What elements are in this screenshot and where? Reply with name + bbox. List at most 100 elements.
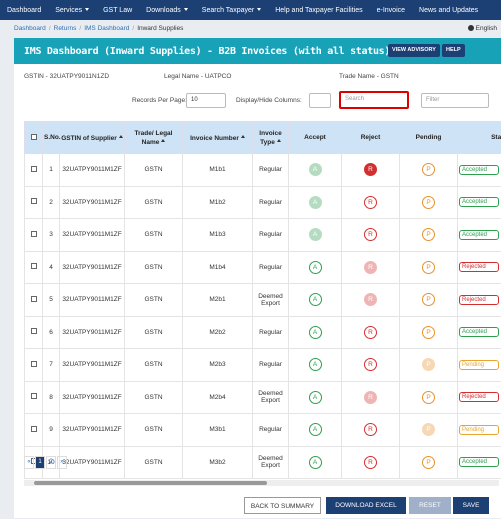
pending-icon[interactable]: P — [422, 358, 435, 372]
pending-icon[interactable]: P — [422, 228, 435, 242]
cell-pending: P — [399, 348, 458, 382]
row-select[interactable] — [24, 153, 43, 187]
pending-icon[interactable]: P — [422, 423, 435, 437]
accept-icon[interactable]: A — [308, 195, 322, 209]
cell-gstin: 32UATPY9011M1ZF — [59, 185, 125, 219]
pending-icon[interactable]: P — [422, 293, 435, 307]
reject-icon[interactable]: R — [364, 358, 377, 372]
header-bar: IMS Dashboard (Inward Supplies) - B2B In… — [14, 38, 501, 64]
row-select[interactable] — [24, 348, 43, 382]
cell-accept: A — [288, 445, 342, 479]
pending-icon[interactable]: P — [422, 455, 435, 469]
cell-accept: A — [288, 380, 342, 414]
select-all[interactable] — [24, 121, 43, 154]
action-button[interactable]: RESET — [409, 497, 451, 514]
accept-icon[interactable]: A — [308, 423, 322, 437]
cell-pending: P — [399, 250, 458, 284]
accept-icon[interactable]: A — [308, 293, 322, 307]
cell-sno: 3 — [42, 218, 60, 252]
nav-item[interactable]: Services — [48, 7, 96, 14]
crumb-item[interactable]: Inward Supplies — [129, 25, 183, 32]
columns-select[interactable] — [309, 93, 331, 108]
advisory-button[interactable]: VIEW ADVISORY — [388, 44, 440, 57]
row-select[interactable] — [24, 250, 43, 284]
cell-invoice: M2b3 — [182, 348, 253, 382]
records-select[interactable]: 10 — [186, 93, 226, 108]
cell-gstin: 32UATPY9011M1ZF — [59, 283, 125, 317]
table-row: 1 32UATPY9011M1ZF GSTN M1b1 Regular A R P Accept… — [24, 153, 501, 187]
table-row: 8 32UATPY9011M1ZF GSTN M2b4 Deemed Export A R P… — [24, 380, 501, 414]
row-select[interactable] — [24, 413, 43, 447]
cell-gstin: 32UATPY9011M1ZF — [59, 218, 125, 252]
language[interactable]: English — [468, 25, 497, 32]
cell-gstin: 32UATPY9011M1ZF — [59, 348, 125, 382]
cell-pending: P — [399, 380, 458, 414]
pending-icon[interactable]: P — [422, 390, 435, 404]
pending-icon[interactable]: P — [422, 195, 435, 209]
column-header: Trade/ Legal Name — [124, 121, 183, 154]
table-row: 9 32UATPY9011M1ZF GSTN M3b1 Regular A R P Pendin… — [24, 413, 501, 447]
page-link[interactable]: 2 — [46, 456, 56, 469]
column-label: Status — [491, 134, 501, 141]
nav-item[interactable]: Dashboard — [7, 6, 42, 14]
cell-reject: R — [341, 315, 400, 349]
crumb-item[interactable]: Dashboard — [14, 25, 46, 32]
pending-icon[interactable]: P — [422, 260, 435, 274]
help-button[interactable]: HELP — [442, 44, 465, 57]
cell-pending: P — [399, 218, 458, 252]
status-badge: Accepted — [459, 327, 499, 338]
reject-icon[interactable]: R — [364, 390, 377, 404]
legal-name: Legal Name - UATPCO — [164, 73, 232, 80]
nav-item[interactable]: Search Taxpayer — [195, 7, 268, 14]
column-label: Pending — [415, 134, 442, 141]
row-select[interactable] — [24, 218, 43, 252]
accept-icon[interactable]: A — [308, 390, 322, 404]
cell-invoice: M1b2 — [182, 185, 253, 219]
action-button[interactable]: DOWNLOAD EXCEL — [326, 497, 406, 514]
row-select[interactable] — [24, 185, 43, 219]
table-wrap: S.No. GSTIN of Supplier Trade/ Legal Name I… — [24, 121, 501, 479]
reject-icon[interactable]: R — [364, 293, 377, 307]
accept-icon[interactable]: A — [308, 228, 322, 242]
nav-item[interactable]: Help and Taxpayer Facilities — [275, 6, 363, 14]
page-link[interactable]: » — [57, 456, 67, 469]
reject-icon[interactable]: R — [364, 260, 377, 274]
accept-icon[interactable]: A — [308, 455, 322, 469]
column-header: GSTIN of Supplier — [59, 121, 125, 154]
scrollbar[interactable] — [24, 480, 499, 486]
pending-icon[interactable]: P — [422, 325, 435, 339]
action-button[interactable]: BACK TO SUMMARY — [244, 497, 321, 514]
reject-icon[interactable]: R — [364, 228, 377, 242]
reject-icon[interactable]: R — [364, 195, 377, 209]
crumb-item[interactable]: Returns — [46, 25, 77, 32]
page-link[interactable]: 1 — [35, 456, 45, 469]
pending-icon[interactable]: P — [422, 163, 435, 177]
row-select[interactable] — [24, 315, 43, 349]
reject-icon[interactable]: R — [364, 423, 377, 437]
reject-icon[interactable]: R — [364, 325, 377, 339]
column-header: Accept — [288, 121, 342, 154]
column-label: Trade/ Legal Name — [134, 129, 173, 146]
row-select[interactable] — [24, 283, 43, 317]
row-select[interactable] — [24, 380, 43, 414]
accept-icon[interactable]: A — [308, 358, 322, 372]
reject-icon[interactable]: R — [364, 455, 377, 469]
action-button[interactable]: SAVE — [453, 497, 489, 514]
accept-icon[interactable]: A — [308, 163, 322, 177]
reject-icon[interactable]: R — [364, 163, 377, 177]
nav-item[interactable]: GST Law — [103, 6, 133, 14]
cell-type: Deemed Export — [252, 283, 289, 317]
cell-accept: A — [288, 348, 342, 382]
nav-item[interactable]: News and Updates — [419, 6, 479, 14]
search-input[interactable]: Search — [339, 91, 409, 109]
accept-icon[interactable]: A — [308, 325, 322, 339]
page-link[interactable]: « — [24, 456, 34, 469]
invoice-table: S.No. GSTIN of Supplier Trade/ Legal Name I… — [24, 121, 501, 479]
crumb-item[interactable]: IMS Dashboard — [76, 25, 129, 32]
column-header: Pending — [399, 121, 458, 154]
nav-item[interactable]: Downloads — [139, 7, 195, 14]
cell-name: GSTN — [124, 250, 183, 284]
filter-input[interactable]: Filter — [421, 93, 489, 108]
accept-icon[interactable]: A — [308, 260, 322, 274]
nav-item[interactable]: e-Invoice — [376, 6, 406, 14]
